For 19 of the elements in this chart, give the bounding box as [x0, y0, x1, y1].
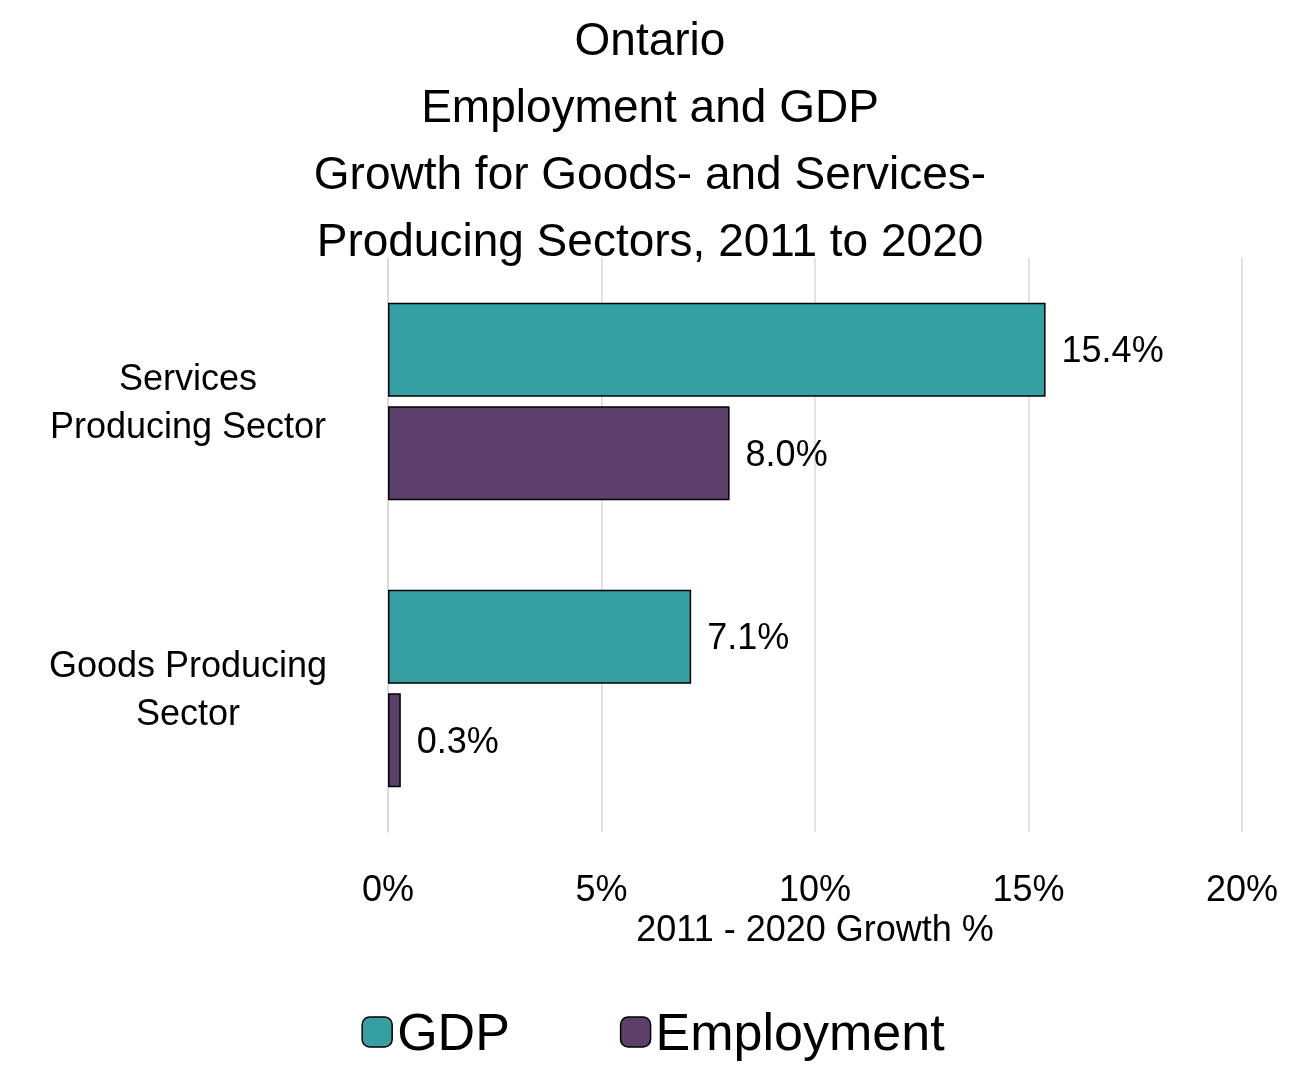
- legend-label: Employment: [655, 1003, 946, 1061]
- x-tick-label: 0%: [361, 867, 415, 909]
- x-tick-label: 20%: [1205, 867, 1279, 909]
- x-tick-label: 5%: [575, 867, 628, 909]
- data-label: 7.1%: [707, 616, 790, 658]
- chart-title: Ontario Employment and GDP Growth for Goods- and Services- Producing Sectors, 2011 to 2020: [313, 12, 987, 266]
- data-label: 8.0%: [745, 432, 828, 474]
- bar: [388, 302, 1046, 397]
- y-tick-label: Services Producing Sector: [49, 357, 327, 446]
- legend-label: GDP: [397, 1003, 510, 1061]
- x-tick-label: 10%: [778, 867, 852, 909]
- bar: [388, 693, 401, 788]
- y-tick-label: Goods Producing Sector: [48, 644, 328, 733]
- data-label: 0.3%: [416, 719, 499, 761]
- bar: [388, 406, 730, 501]
- data-label: 15.4%: [1061, 329, 1164, 371]
- bar: [388, 589, 692, 684]
- x-axis-title: 2011 - 2020 Growth %: [636, 908, 994, 950]
- x-tick-label: 15%: [992, 867, 1065, 909]
